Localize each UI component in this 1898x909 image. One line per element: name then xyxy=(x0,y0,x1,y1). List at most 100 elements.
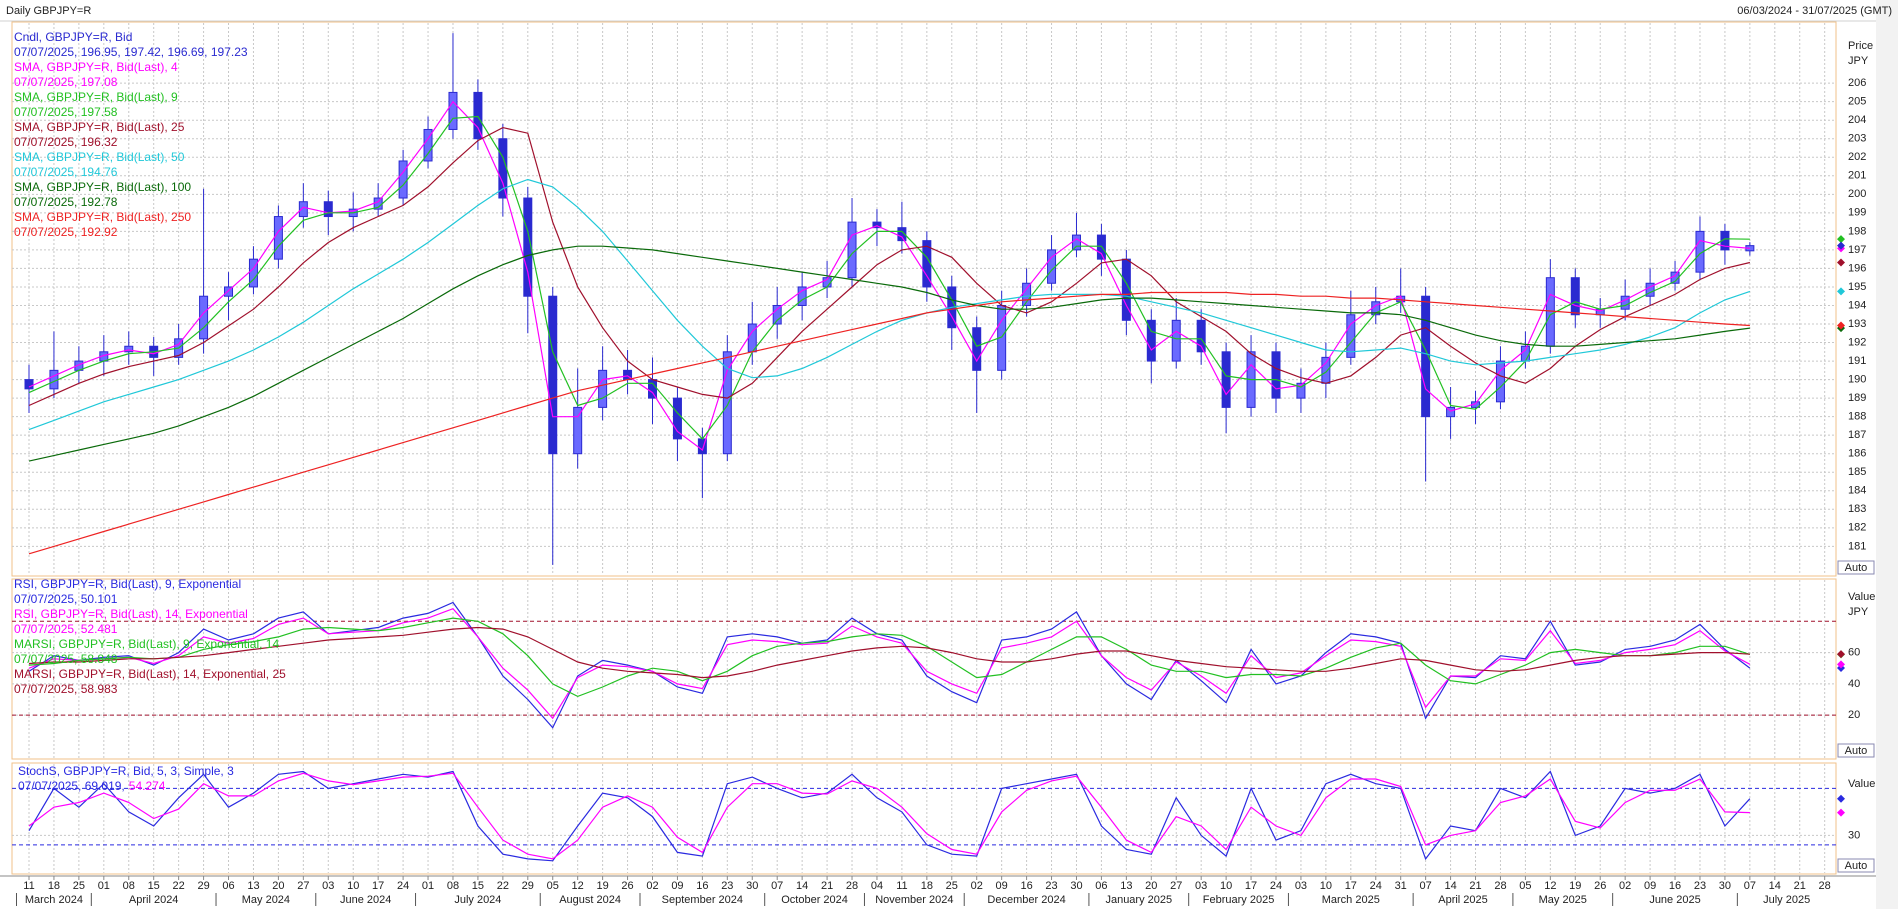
x-tick-label: 08 xyxy=(123,880,135,892)
x-tick-label: 30 xyxy=(746,880,758,892)
candle-body xyxy=(1620,295,1630,310)
x-tick-label: 05 xyxy=(547,880,559,892)
x-tick-label: 29 xyxy=(522,880,534,892)
legend-value: 07/07/2025, 50.101 xyxy=(14,592,118,606)
scale-button-label[interactable]: Auto xyxy=(1845,745,1868,757)
y-axis-unit: JPY xyxy=(1848,606,1869,618)
last-value-marker xyxy=(1837,321,1845,330)
x-tick-label: 31 xyxy=(1395,880,1407,892)
legend-value: 07/07/2025, 58.848 xyxy=(14,652,118,666)
candle-body xyxy=(1545,277,1555,347)
candle-body xyxy=(772,304,782,325)
x-tick-label: 28 xyxy=(1819,880,1831,892)
legend-value: 07/07/2025, 197.08 xyxy=(14,75,118,89)
month-label: December 2024 xyxy=(987,894,1065,906)
x-tick-label: 30 xyxy=(1719,880,1731,892)
x-tick-label: 02 xyxy=(1619,880,1631,892)
x-tick-label: 15 xyxy=(472,880,484,892)
series-line xyxy=(28,178,1751,431)
x-tick-label: 13 xyxy=(1120,880,1132,892)
x-tick-label: 11 xyxy=(23,880,34,892)
month-label: June 2025 xyxy=(1649,894,1700,906)
series-line xyxy=(28,126,1751,407)
month-label: February 2025 xyxy=(1203,894,1275,906)
candle-body xyxy=(972,327,982,371)
pane-frame xyxy=(11,21,1837,577)
x-tick-label: 18 xyxy=(48,880,60,892)
x-tick-label: 02 xyxy=(646,880,658,892)
scale-button[interactable] xyxy=(1837,560,1875,575)
candle-body xyxy=(273,216,283,260)
month-label: March 2024 xyxy=(25,894,83,906)
y-tick-label: 183 xyxy=(1848,503,1866,515)
x-tick-label: 16 xyxy=(696,880,708,892)
legend-value: 07/07/2025, 52.481 xyxy=(14,622,118,636)
x-tick-label: 23 xyxy=(721,880,733,892)
month-label: January 2025 xyxy=(1105,894,1172,906)
scale-button[interactable] xyxy=(1837,858,1875,873)
scale-button-label[interactable]: Auto xyxy=(1845,562,1868,574)
y-tick-label: 187 xyxy=(1848,429,1866,441)
x-tick-label: 29 xyxy=(197,880,209,892)
x-tick-label: 13 xyxy=(247,880,259,892)
candle-body xyxy=(648,379,657,399)
x-tick-label: 01 xyxy=(422,880,434,892)
legend-value: 07/07/2025, 196.95, 197.42, 196.69, 197.… xyxy=(14,45,248,59)
x-tick-label: 25 xyxy=(73,880,85,892)
y-tick-label: 186 xyxy=(1848,448,1866,460)
y-axis-title: Price xyxy=(1848,40,1873,52)
x-tick-label: 06 xyxy=(1095,880,1107,892)
candle-body xyxy=(1346,314,1356,358)
y-tick-label: 195 xyxy=(1848,281,1866,293)
scale-button-label[interactable]: Auto xyxy=(1845,860,1868,872)
candle-body xyxy=(423,128,433,162)
y-tick-label: 60 xyxy=(1848,646,1860,658)
month-label: October 2024 xyxy=(781,894,848,906)
x-tick-label: 20 xyxy=(1145,880,1157,892)
candle-body xyxy=(1196,319,1206,353)
x-tick-label: 09 xyxy=(996,880,1008,892)
candle-body xyxy=(1171,319,1181,362)
x-tick-label: 28 xyxy=(1494,880,1506,892)
legend-value: 07/07/2025, 192.78 xyxy=(14,195,118,209)
series-line xyxy=(28,291,1750,555)
candle-body xyxy=(1071,234,1081,251)
candle-body xyxy=(897,227,907,242)
legend-name: MARSI, GBPJPY=R, Bid(Last), 9, Exponenti… xyxy=(14,637,279,651)
x-tick-label: 22 xyxy=(173,880,185,892)
scroll-column xyxy=(1876,0,1898,909)
scale-button[interactable] xyxy=(1837,743,1875,758)
x-tick-label: 18 xyxy=(921,880,933,892)
candle-body xyxy=(1446,406,1456,418)
legend-name: SMA, GBPJPY=R, Bid(Last), 50 xyxy=(14,150,185,164)
x-tick-label: 23 xyxy=(1694,880,1706,892)
y-tick-label: 181 xyxy=(1848,540,1866,552)
y-tick-label: 203 xyxy=(1848,133,1866,145)
chart-title: Daily GBPJPY=R xyxy=(6,5,91,17)
x-tick-label: 23 xyxy=(1045,880,1057,892)
legend-name: SMA, GBPJPY=R, Bid(Last), 4 xyxy=(14,60,178,74)
candle-body xyxy=(448,91,458,130)
x-tick-label: 19 xyxy=(1569,880,1581,892)
x-tick-label: 14 xyxy=(796,880,808,892)
candle-body xyxy=(722,351,732,455)
x-tick-label: 19 xyxy=(596,880,608,892)
y-tick-label: 197 xyxy=(1848,244,1866,256)
candle-body xyxy=(872,221,882,229)
x-tick-label: 17 xyxy=(1345,880,1357,892)
series-line xyxy=(28,770,1751,862)
legend-name: MARSI, GBPJPY=R, Bid(Last), 14, Exponent… xyxy=(14,667,286,681)
y-tick-label: 185 xyxy=(1848,466,1866,478)
candle-body xyxy=(598,369,608,408)
x-tick-label: 07 xyxy=(771,880,783,892)
last-value-marker xyxy=(1837,235,1845,244)
month-label: April 2025 xyxy=(1438,894,1488,906)
x-tick-label: 20 xyxy=(272,880,284,892)
last-value-marker xyxy=(1837,794,1845,803)
candle-body xyxy=(1146,319,1156,362)
x-tick-label: 16 xyxy=(1669,880,1681,892)
candle-body xyxy=(1421,295,1431,418)
y-tick-label: 193 xyxy=(1848,318,1866,330)
